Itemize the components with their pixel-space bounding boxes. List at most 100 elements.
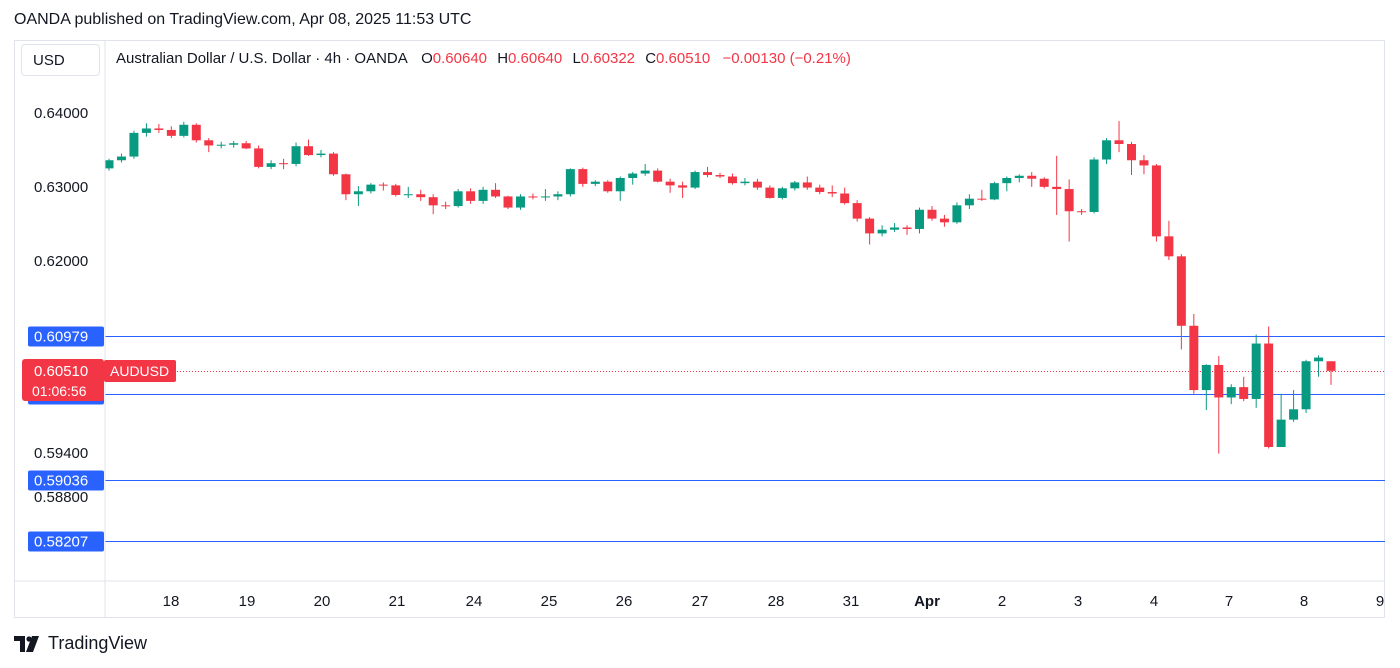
candle[interactable] (790, 180, 800, 191)
candle[interactable] (590, 180, 600, 187)
candle[interactable] (827, 185, 837, 198)
candle[interactable] (1164, 220, 1174, 261)
candle[interactable] (840, 187, 850, 205)
candle[interactable] (802, 176, 812, 190)
candle[interactable] (1301, 359, 1311, 413)
candle[interactable] (328, 152, 338, 176)
candle[interactable] (291, 142, 301, 167)
candle[interactable] (1314, 355, 1324, 377)
candle[interactable] (279, 158, 289, 170)
candle[interactable] (915, 207, 924, 234)
candle[interactable] (528, 193, 538, 200)
candle[interactable] (603, 180, 613, 193)
candle[interactable] (1077, 209, 1087, 215)
candle[interactable] (727, 173, 737, 185)
candle[interactable] (1189, 313, 1199, 394)
candle[interactable] (266, 160, 276, 170)
candle[interactable] (179, 121, 189, 138)
candle[interactable] (166, 126, 176, 139)
candle[interactable] (416, 189, 426, 201)
candle[interactable] (1002, 176, 1012, 192)
candle[interactable] (615, 176, 625, 201)
candle[interactable] (154, 124, 164, 133)
candle[interactable] (428, 194, 438, 215)
candle[interactable] (1064, 179, 1074, 242)
candle[interactable] (1027, 172, 1037, 187)
candle[interactable] (540, 189, 550, 201)
candle[interactable] (503, 195, 513, 210)
candle[interactable] (1151, 163, 1161, 242)
candle[interactable] (1127, 141, 1136, 176)
candle[interactable] (964, 194, 974, 210)
candle[interactable] (1114, 121, 1124, 153)
candle[interactable] (516, 194, 525, 210)
candle[interactable] (1214, 356, 1224, 454)
candle[interactable] (989, 181, 999, 201)
candle[interactable] (1052, 155, 1062, 215)
candle[interactable] (1326, 361, 1336, 385)
candle[interactable] (241, 141, 251, 150)
candle[interactable] (1251, 334, 1261, 408)
candle[interactable] (690, 170, 700, 190)
candle[interactable] (678, 181, 688, 198)
currency-button[interactable]: USD (21, 44, 100, 76)
tradingview-logo[interactable]: TradingView (14, 633, 147, 654)
candle[interactable] (304, 139, 313, 156)
candle[interactable] (939, 214, 949, 227)
candle[interactable] (852, 200, 862, 222)
candle[interactable] (553, 191, 563, 201)
candle[interactable] (703, 166, 713, 178)
candle[interactable] (1264, 326, 1274, 449)
candle[interactable] (1239, 376, 1249, 402)
candle[interactable] (191, 123, 201, 143)
candle[interactable] (204, 138, 214, 153)
candle[interactable] (353, 186, 363, 207)
candle[interactable] (1201, 364, 1211, 411)
candle[interactable] (1289, 390, 1299, 422)
candle[interactable] (441, 201, 451, 210)
candle[interactable] (1276, 393, 1286, 447)
candle[interactable] (1039, 177, 1049, 189)
candle[interactable] (815, 184, 825, 195)
candle[interactable] (1014, 174, 1024, 183)
candle[interactable] (366, 183, 376, 194)
candle[interactable] (116, 153, 126, 163)
candle[interactable] (877, 225, 887, 237)
candle[interactable] (765, 185, 775, 199)
candle[interactable] (229, 141, 239, 148)
candle[interactable] (665, 178, 675, 193)
candle[interactable] (902, 225, 912, 235)
candle[interactable] (316, 149, 326, 158)
candle[interactable] (640, 163, 650, 176)
candle[interactable] (653, 168, 663, 183)
candle[interactable] (628, 172, 638, 185)
candle[interactable] (1226, 384, 1236, 405)
candle[interactable] (453, 189, 463, 208)
candle[interactable] (391, 183, 401, 197)
candle[interactable] (466, 188, 476, 204)
candle[interactable] (254, 145, 264, 169)
candle[interactable] (341, 173, 351, 201)
candle[interactable] (565, 168, 575, 197)
candle[interactable] (104, 158, 114, 171)
candle[interactable] (752, 178, 762, 190)
candle[interactable] (777, 186, 787, 200)
candle[interactable] (478, 186, 488, 204)
candle[interactable] (1176, 254, 1186, 350)
candle[interactable] (927, 206, 937, 221)
candle[interactable] (1139, 155, 1149, 175)
candle[interactable] (141, 123, 151, 137)
candle[interactable] (578, 167, 588, 187)
candle[interactable] (129, 130, 139, 159)
candle[interactable] (1102, 138, 1112, 164)
candle[interactable] (491, 183, 501, 198)
candle[interactable] (378, 182, 388, 191)
candle[interactable] (740, 177, 750, 186)
candle[interactable] (1089, 157, 1099, 214)
candle[interactable] (977, 189, 987, 201)
candle[interactable] (865, 217, 875, 245)
candle[interactable] (403, 186, 413, 198)
candle[interactable] (715, 172, 725, 178)
candle[interactable] (216, 141, 226, 149)
